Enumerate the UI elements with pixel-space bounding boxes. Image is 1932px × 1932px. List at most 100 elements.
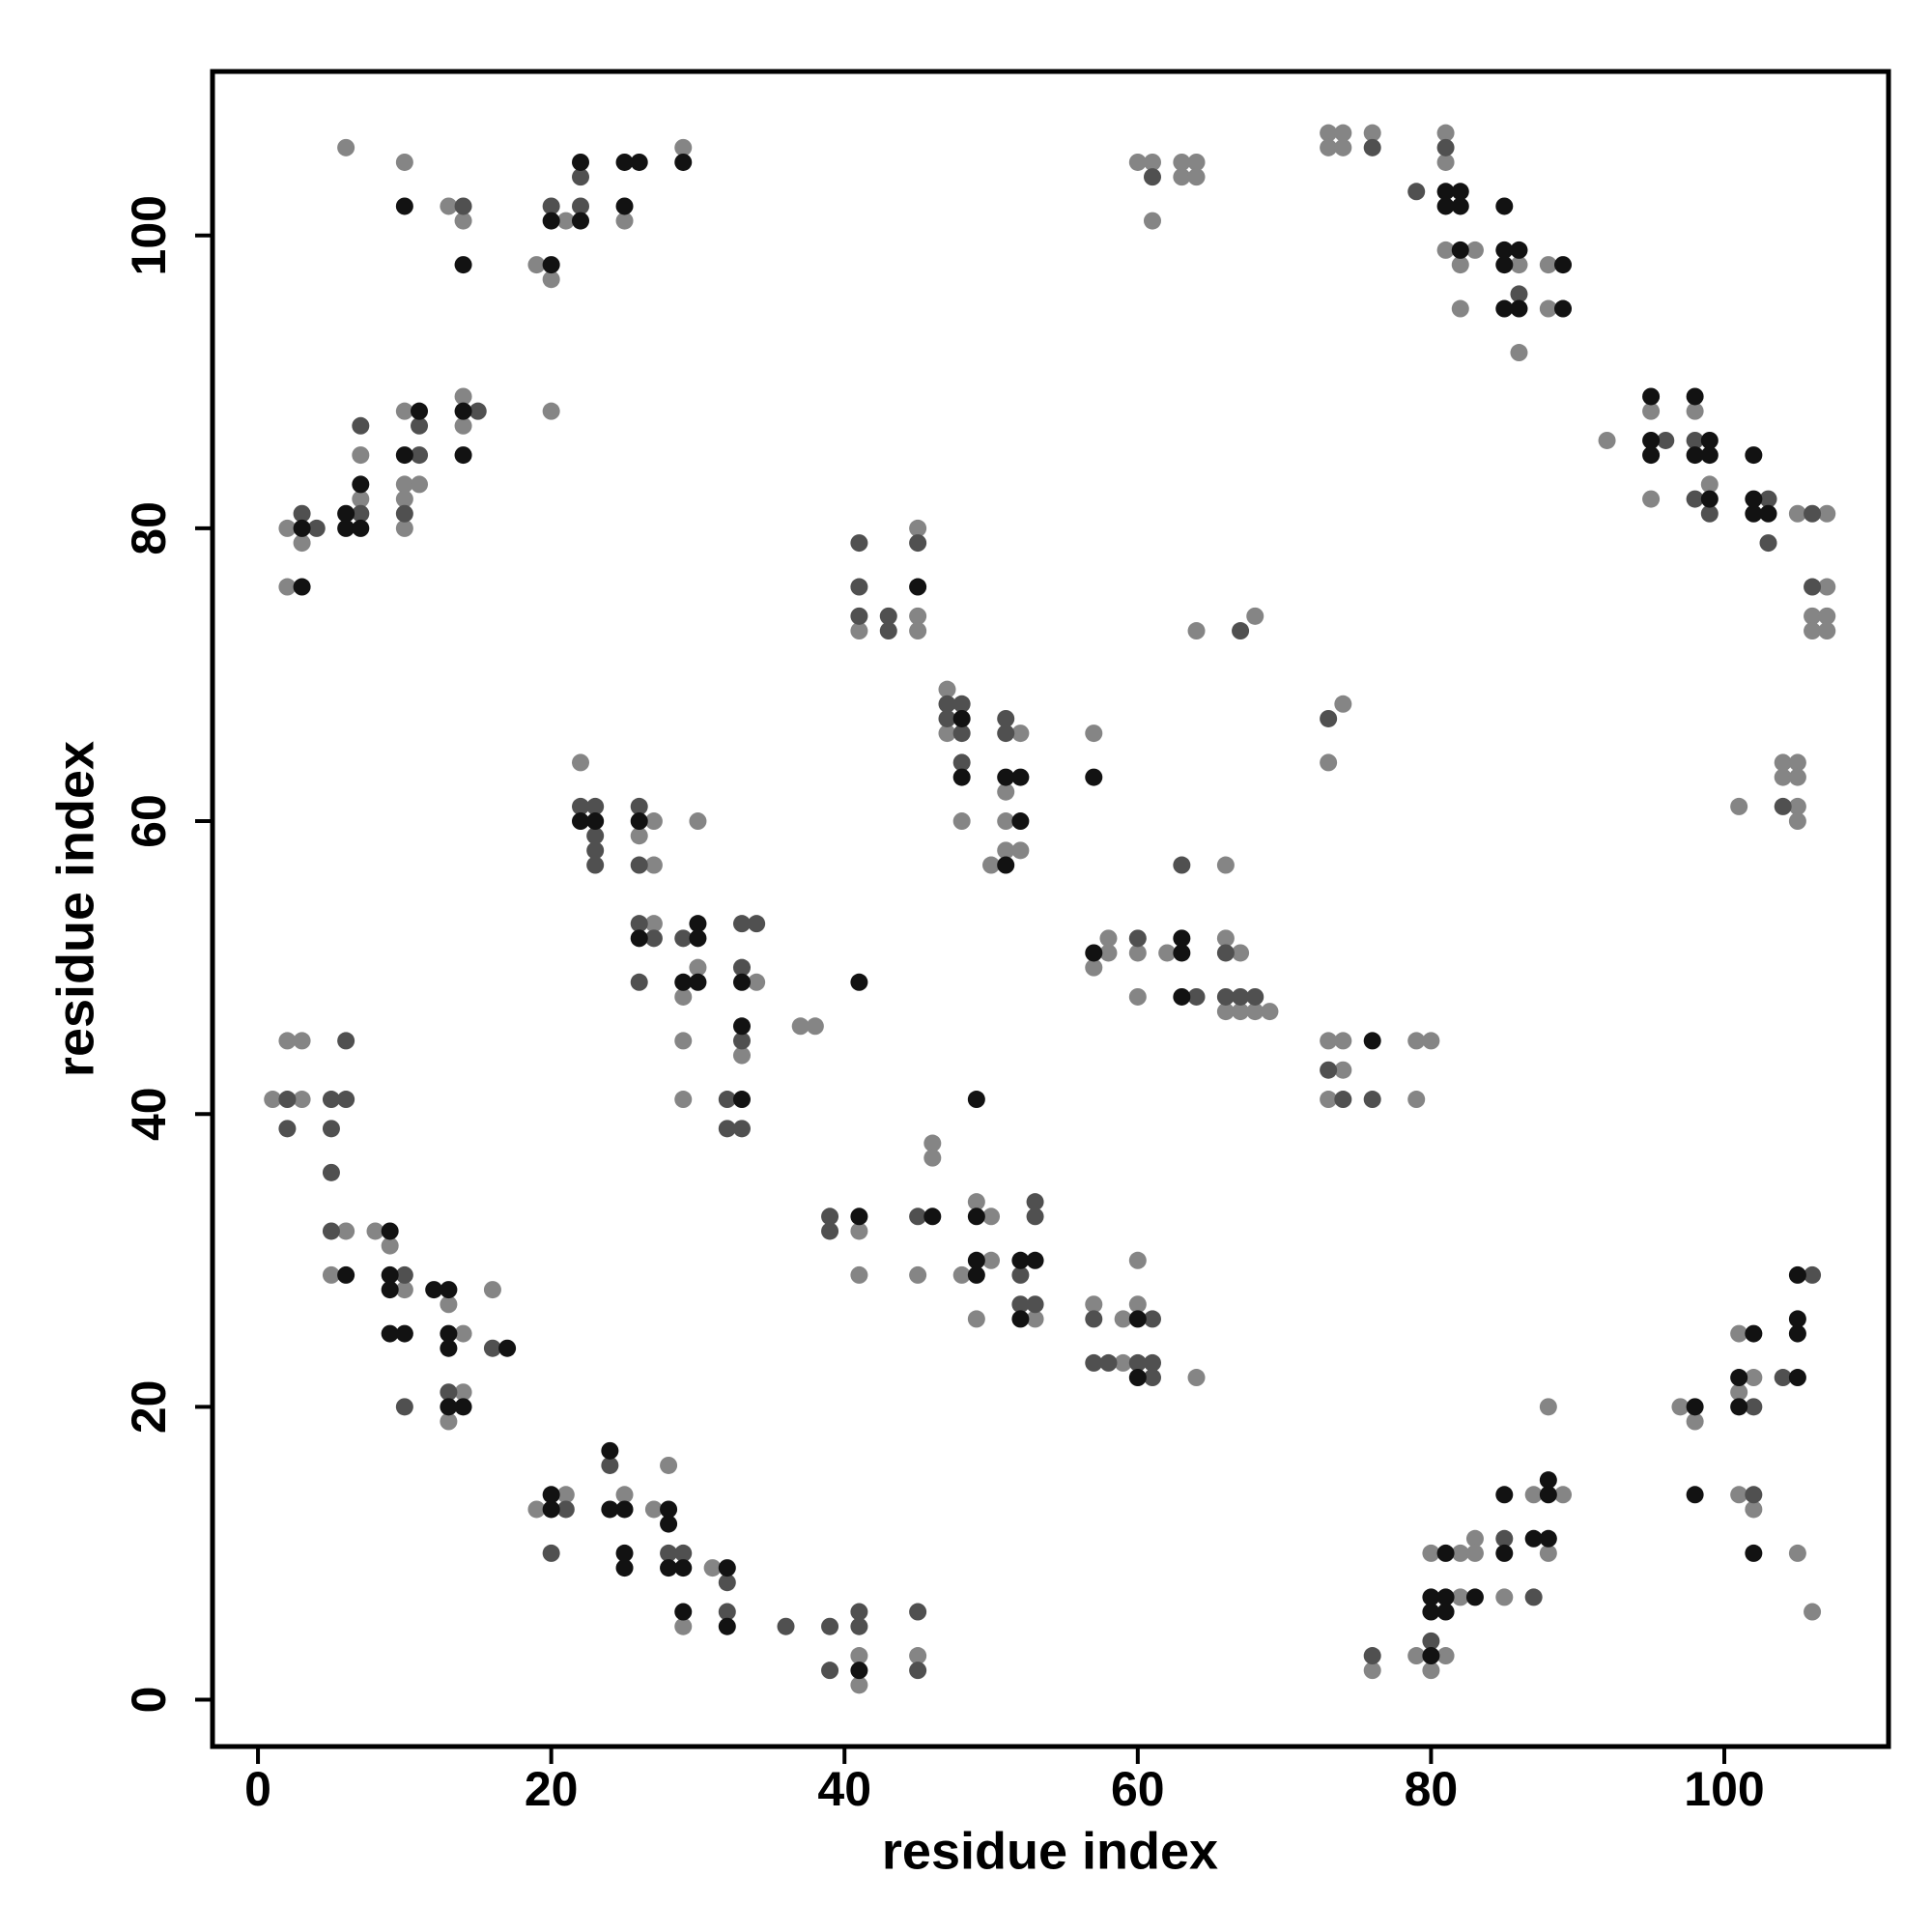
point <box>1173 168 1191 186</box>
point <box>1128 153 1147 171</box>
point <box>909 534 927 553</box>
point <box>909 1662 927 1680</box>
point <box>630 856 648 874</box>
point <box>1465 1588 1484 1606</box>
point <box>644 915 663 933</box>
point <box>1818 622 1836 640</box>
point <box>352 416 370 435</box>
point <box>1363 1662 1381 1680</box>
point <box>1774 797 1792 815</box>
point <box>1436 1544 1455 1562</box>
point <box>748 973 766 991</box>
point <box>1187 1369 1206 1387</box>
point <box>674 138 693 156</box>
point <box>572 168 590 186</box>
point <box>1554 256 1573 274</box>
point <box>440 1398 458 1416</box>
point <box>1320 753 1338 772</box>
point <box>630 797 648 815</box>
point <box>337 138 355 156</box>
point <box>454 387 472 406</box>
point <box>586 797 605 815</box>
point <box>674 929 693 948</box>
point <box>1700 431 1719 449</box>
point <box>850 622 868 640</box>
point <box>923 1149 942 1167</box>
point <box>366 1222 384 1240</box>
point <box>1320 1061 1338 1079</box>
point <box>644 1500 663 1519</box>
point <box>1788 504 1806 523</box>
point <box>1495 1486 1514 1504</box>
point <box>732 958 751 977</box>
point <box>1436 1588 1455 1606</box>
point <box>1173 944 1191 962</box>
point <box>1642 387 1661 406</box>
point <box>454 256 472 274</box>
point <box>982 856 1001 874</box>
point <box>909 1603 927 1621</box>
point <box>1173 856 1191 874</box>
x-tick-label: 20 <box>525 1762 579 1816</box>
point <box>938 709 956 727</box>
point <box>1436 1647 1455 1665</box>
point <box>440 1412 458 1431</box>
point <box>542 1500 560 1519</box>
point <box>630 153 648 171</box>
point <box>1216 1003 1235 1021</box>
point <box>542 270 560 289</box>
point <box>572 812 590 831</box>
point <box>1774 1369 1792 1387</box>
point <box>1173 153 1191 171</box>
point <box>997 709 1015 727</box>
point <box>615 212 634 230</box>
point <box>1642 431 1661 449</box>
point <box>1143 1353 1161 1372</box>
point <box>1143 1369 1161 1387</box>
point <box>1216 987 1235 1006</box>
point <box>527 256 546 274</box>
point <box>1745 490 1763 508</box>
point <box>1539 256 1557 274</box>
point <box>850 1676 868 1694</box>
point <box>1759 534 1777 553</box>
point <box>1187 153 1206 171</box>
point <box>938 680 956 698</box>
point <box>1422 1544 1440 1562</box>
point <box>586 856 605 874</box>
point <box>660 1500 678 1519</box>
point <box>1495 299 1514 318</box>
point <box>395 1265 413 1284</box>
point <box>1788 797 1806 815</box>
point <box>483 1281 501 1299</box>
point <box>689 929 707 948</box>
point <box>1085 768 1103 786</box>
point <box>395 1324 413 1343</box>
point <box>718 1574 736 1592</box>
point <box>1495 1529 1514 1548</box>
point <box>1686 490 1704 508</box>
point <box>1363 1091 1381 1109</box>
point <box>967 1193 985 1211</box>
point <box>1143 212 1161 230</box>
point <box>1804 1603 1822 1621</box>
point <box>732 915 751 933</box>
point <box>850 1265 868 1284</box>
point <box>718 1091 736 1109</box>
point <box>454 1383 472 1402</box>
point <box>952 812 971 831</box>
point <box>1524 1529 1543 1548</box>
point <box>278 1091 297 1109</box>
point <box>1642 402 1661 420</box>
point <box>615 1544 634 1562</box>
point <box>352 519 370 537</box>
point <box>1026 1251 1044 1269</box>
point <box>1745 1486 1763 1504</box>
point <box>791 1017 810 1036</box>
point <box>821 1617 839 1635</box>
point <box>1143 168 1161 186</box>
point <box>352 475 370 494</box>
point <box>850 1662 868 1680</box>
point <box>630 827 648 845</box>
point <box>293 1091 311 1109</box>
